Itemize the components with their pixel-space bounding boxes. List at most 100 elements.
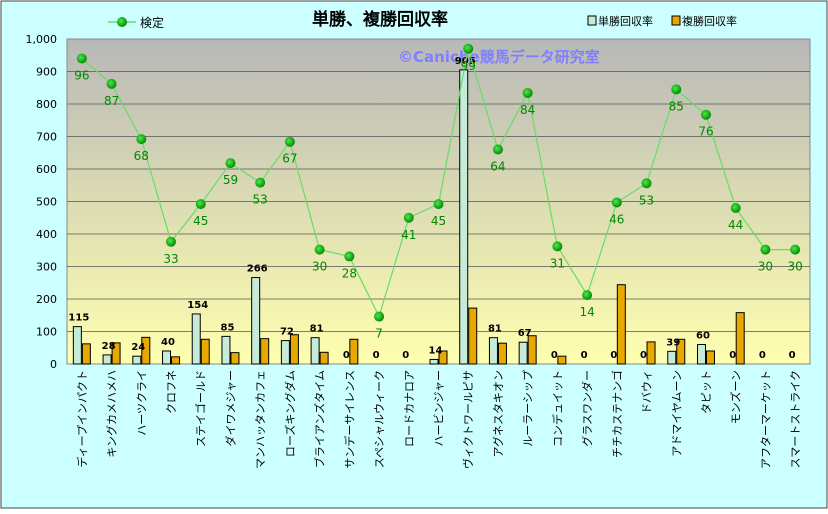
kentei-marker: [106, 78, 117, 89]
kentei-marker: [522, 87, 533, 98]
bar-label-tansho: 0: [551, 350, 558, 361]
bar-label-tansho: 81: [488, 324, 502, 335]
bar-label-tansho: 14: [429, 345, 443, 356]
bar-tansho: [459, 69, 469, 365]
x-tick-label: モンズーン: [729, 370, 743, 424]
bar-label-tansho: 40: [161, 337, 175, 348]
legend-kentei: 検定: [108, 15, 164, 30]
bars: [72, 69, 745, 365]
kentei-marker: [760, 244, 771, 255]
kentei-marker: [582, 290, 593, 301]
x-tick-label: アドマイヤムーン: [670, 370, 683, 457]
bar-label-tansho: 0: [402, 350, 409, 361]
kentei-label: 41: [401, 228, 416, 242]
x-tick-label: サンデーサイレンス: [342, 370, 356, 469]
y-tick-label: 500: [36, 196, 57, 209]
kentei-marker: [700, 109, 711, 120]
bar-fukusho: [141, 336, 151, 365]
kentei-marker: [433, 199, 444, 210]
x-tick-label: ルーラーシップ: [522, 370, 535, 447]
x-tick-label: キングカメハメハ: [105, 370, 119, 458]
kentei-label: 96: [74, 69, 89, 83]
kentei-marker: [255, 177, 266, 188]
kentei-marker: [374, 311, 385, 322]
bar-label-tansho: 81: [310, 324, 324, 335]
kentei-label: 68: [134, 149, 149, 163]
kentei-marker: [790, 244, 801, 255]
x-tick-label: ローズキングダム: [283, 370, 297, 457]
legend-tansho: 単勝回収率: [587, 14, 653, 28]
kentei-label: 84: [520, 103, 535, 117]
bar-label-tansho: 72: [280, 327, 294, 338]
y-tick-label: 100: [36, 326, 57, 339]
kentei-label: 30: [758, 260, 773, 274]
x-tick-label: コンデュイット: [550, 370, 564, 447]
bar-label-tansho: 60: [696, 331, 710, 342]
bar-tansho: [102, 354, 112, 365]
bar-tansho: [191, 313, 201, 365]
kentei-label: 53: [253, 193, 268, 207]
x-tick-label: アフターマーケット: [759, 370, 772, 469]
bar-label-tansho: 115: [68, 313, 89, 324]
bar-tansho: [488, 337, 498, 365]
gridlines: [67, 71, 810, 332]
kentei-marker: [195, 199, 206, 210]
kentei-marker: [671, 84, 682, 95]
kentei-label: 87: [104, 94, 119, 108]
kentei-label: 30: [787, 260, 802, 274]
bar-fukusho: [438, 350, 448, 365]
kentei-marker: [403, 212, 414, 223]
kentei-label: 99: [461, 59, 476, 73]
x-tick-label: スマートストライク: [789, 370, 802, 468]
bar-fukusho: [497, 342, 507, 365]
kentei-marker: [344, 251, 355, 262]
bar-fukusho: [319, 351, 329, 365]
bar-label-tansho: 0: [610, 350, 617, 361]
kentei-label: 85: [669, 99, 684, 113]
legend-fukusho-label: 複勝回収率: [682, 14, 737, 28]
bar-tansho: [280, 340, 290, 365]
x-tick-label: マンハッタンカフェ: [254, 370, 267, 469]
kentei-marker: [314, 244, 325, 255]
kentei-label: 33: [163, 252, 178, 266]
bar-tansho: [221, 335, 231, 365]
y-tick-label: 700: [36, 131, 57, 144]
kentei-label: 53: [639, 193, 654, 207]
legend-tansho-label: 単勝回収率: [598, 14, 653, 28]
x-tick-label: タピット: [700, 370, 713, 414]
y-tick-label: 300: [36, 261, 57, 274]
bar-label-tansho: 24: [131, 342, 145, 353]
kentei-marker: [136, 134, 147, 145]
bar-fukusho: [171, 356, 181, 365]
x-tick-label: ハーツクライ: [135, 370, 148, 436]
y-tick-label: 900: [36, 66, 57, 79]
bar-fukusho: [200, 338, 210, 365]
bar-tansho: [132, 355, 142, 365]
bar-fukusho: [557, 355, 567, 365]
bar-label-tansho: 0: [759, 350, 766, 361]
kentei-marker: [552, 241, 563, 252]
bar-fukusho: [527, 335, 537, 365]
x-tick-labels: ディープインパクト キングカメハメハ ハーツクライ クロフネ ステイゴールド ダイワメジャ…: [75, 370, 802, 469]
kentei-label: 76: [698, 125, 713, 139]
kentei-marker: [492, 144, 503, 155]
bar-label-tansho: 266: [247, 264, 268, 275]
kentei-label: 28: [342, 266, 357, 280]
bar-fukusho: [289, 334, 299, 365]
kentei-label: 31: [550, 256, 565, 270]
kentei-marker: [730, 203, 741, 213]
x-tick-label: ロードカナロア: [403, 370, 416, 447]
bar-fukusho: [676, 338, 686, 365]
kentei-label: 44: [728, 218, 743, 232]
y-tick-label: 1,000: [26, 33, 58, 46]
x-tick-label: グラスワンダー: [580, 370, 594, 447]
y-tick-labels: 0 100 200 300 400 500 600 700 800 900 1,000: [26, 33, 58, 371]
bar-label-tansho: 0: [373, 350, 380, 361]
bar-label-tansho: 28: [102, 341, 116, 352]
kentei-label: 45: [193, 214, 208, 228]
bar-fukusho: [735, 312, 745, 365]
legend-fukusho: 複勝回収率: [671, 14, 737, 28]
bar-fukusho: [111, 342, 121, 365]
